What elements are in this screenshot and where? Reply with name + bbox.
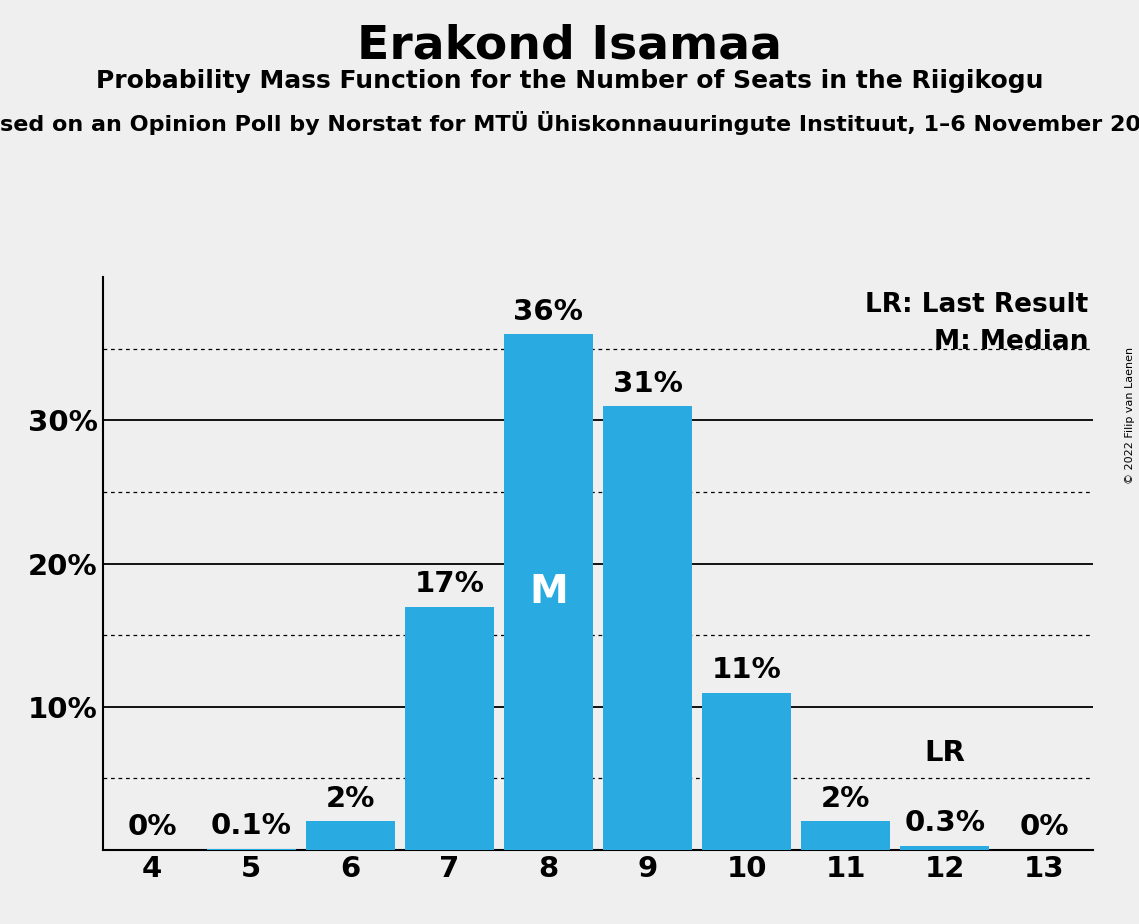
Bar — [305, 821, 395, 850]
Text: M: Median: M: Median — [934, 329, 1089, 355]
Text: LR: LR — [925, 739, 965, 767]
Text: 0.3%: 0.3% — [904, 809, 985, 837]
Text: 17%: 17% — [415, 570, 484, 598]
Text: Erakond Isamaa: Erakond Isamaa — [357, 23, 782, 68]
Text: 11%: 11% — [712, 656, 781, 684]
Bar — [603, 407, 693, 850]
Text: 2%: 2% — [326, 784, 375, 813]
Text: 0%: 0% — [1019, 813, 1068, 842]
Text: Probability Mass Function for the Number of Seats in the Riigikogu: Probability Mass Function for the Number… — [96, 69, 1043, 93]
Bar — [702, 693, 792, 850]
Text: 36%: 36% — [514, 298, 583, 326]
Text: sed on an Opinion Poll by Norstat for MTÜ Ühiskonnauuringute Instituut, 1–6 Nove: sed on an Opinion Poll by Norstat for MT… — [0, 111, 1139, 135]
Bar — [900, 845, 990, 850]
Text: 0.1%: 0.1% — [211, 812, 292, 840]
Bar — [801, 821, 891, 850]
Text: LR: Last Result: LR: Last Result — [866, 292, 1089, 318]
Bar — [503, 334, 593, 850]
Text: M: M — [528, 573, 568, 612]
Text: 31%: 31% — [613, 370, 682, 397]
Text: 2%: 2% — [821, 784, 870, 813]
Bar — [206, 848, 296, 850]
Text: 0%: 0% — [128, 813, 177, 842]
Bar — [404, 606, 494, 850]
Text: © 2022 Filip van Laenen: © 2022 Filip van Laenen — [1125, 347, 1134, 484]
